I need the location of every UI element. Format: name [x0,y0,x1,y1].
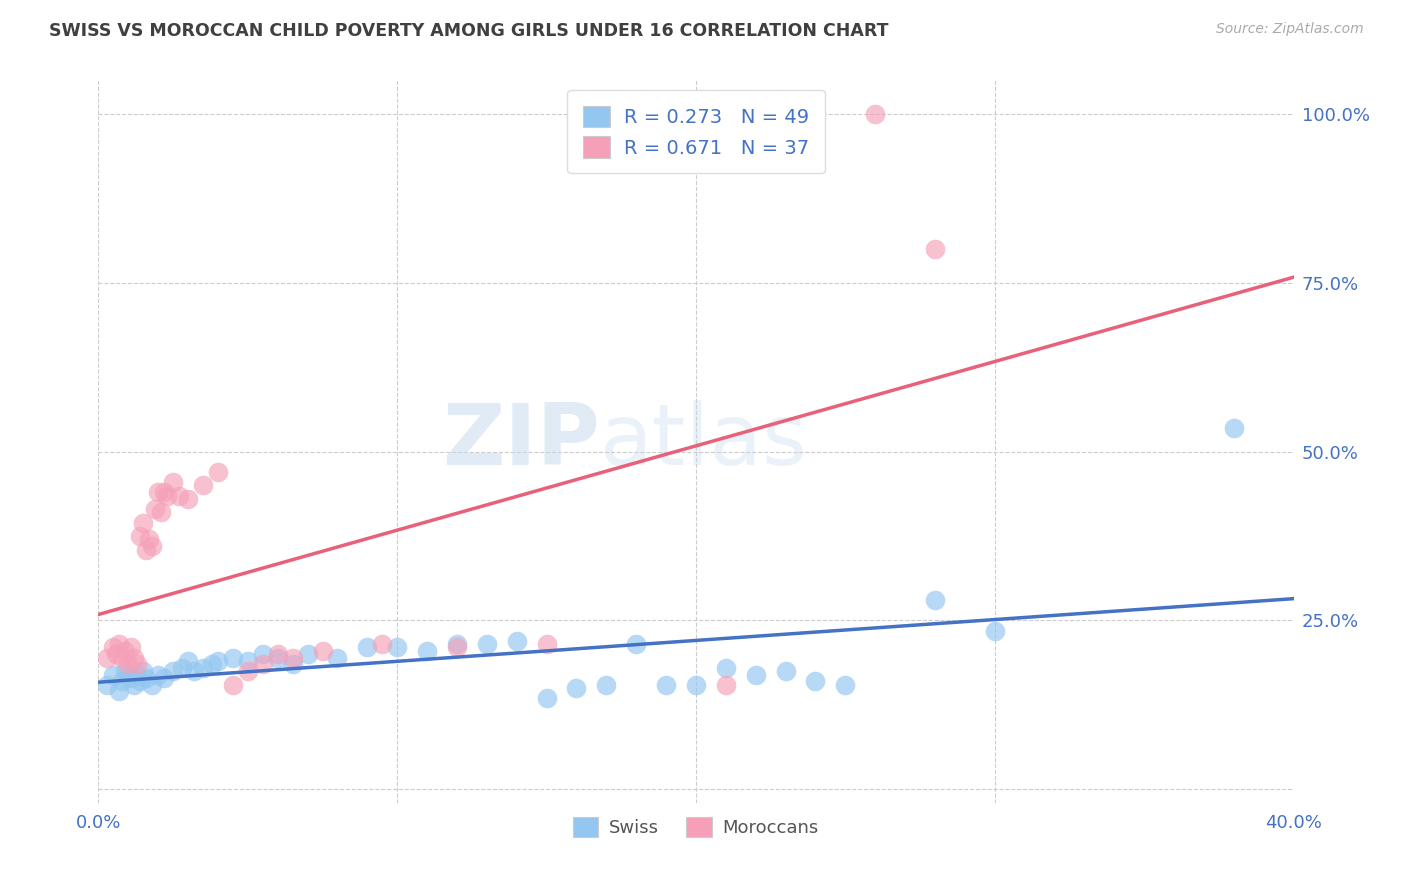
Point [267,647,290,661]
Point [153,485,176,500]
Text: Source: ZipAtlas.com: Source: ZipAtlas.com [1216,22,1364,37]
Point [565,681,588,695]
Point [191,478,214,492]
Point [222,678,245,692]
Point [108,684,131,698]
Point [135,542,157,557]
Point [117,667,139,681]
Point [135,671,157,685]
Point [385,640,409,655]
Point [356,640,378,655]
Point [103,640,125,655]
Point [222,650,245,665]
Point [297,647,319,661]
Point [153,671,176,685]
Point [127,657,149,672]
Point [252,657,274,672]
Point [150,505,173,519]
Point [132,664,155,678]
Point [714,678,737,692]
Point [162,475,184,489]
Text: SWISS VS MOROCCAN CHILD POVERTY AMONG GIRLS UNDER 16 CORRELATION CHART: SWISS VS MOROCCAN CHILD POVERTY AMONG GI… [49,22,889,40]
Point [714,661,737,675]
Point [183,664,205,678]
Point [804,674,827,689]
Point [129,529,152,543]
Point [141,539,163,553]
Point [96,678,118,692]
Point [167,489,190,503]
Point [655,678,678,692]
Point [834,678,856,692]
Point [191,661,214,675]
Point [177,491,200,506]
Point [120,671,142,685]
Point [252,647,274,661]
Point [177,654,200,668]
Point [236,664,259,678]
Point [446,637,468,651]
Point [143,502,166,516]
Point [536,691,558,706]
Point [120,640,142,655]
Point [141,678,163,692]
Point [105,647,128,661]
Point [207,465,229,479]
Point [148,485,170,500]
Point [127,667,149,681]
Point [326,650,349,665]
Point [924,242,946,256]
Point [595,678,617,692]
Point [129,674,152,689]
Point [311,644,333,658]
Point [207,654,229,668]
Point [281,650,304,665]
Point [685,678,707,692]
Legend: Swiss, Moroccans: Swiss, Moroccans [567,810,825,845]
Point [124,650,146,665]
Text: ZIP: ZIP [443,400,600,483]
Point [108,637,131,651]
Point [156,489,179,503]
Point [775,664,797,678]
Point [281,657,304,672]
Point [201,657,224,672]
Point [865,107,887,121]
Point [536,637,558,651]
Point [267,650,290,665]
Point [172,661,194,675]
Point [371,637,394,651]
Point [924,593,946,607]
Point [114,644,136,658]
Point [132,516,155,530]
Text: atlas: atlas [600,400,808,483]
Point [446,640,468,655]
Point [416,644,439,658]
Point [475,637,498,651]
Point [111,674,134,689]
Point [103,667,125,681]
Point [162,664,184,678]
Point [506,633,529,648]
Point [148,667,170,681]
Point [745,667,768,681]
Point [114,664,136,678]
Point [626,637,648,651]
Point [117,657,139,672]
Point [111,650,134,665]
Point [138,533,160,547]
Point [236,654,259,668]
Point [124,678,146,692]
Point [1223,421,1246,435]
Point [96,650,118,665]
Point [984,624,1007,638]
